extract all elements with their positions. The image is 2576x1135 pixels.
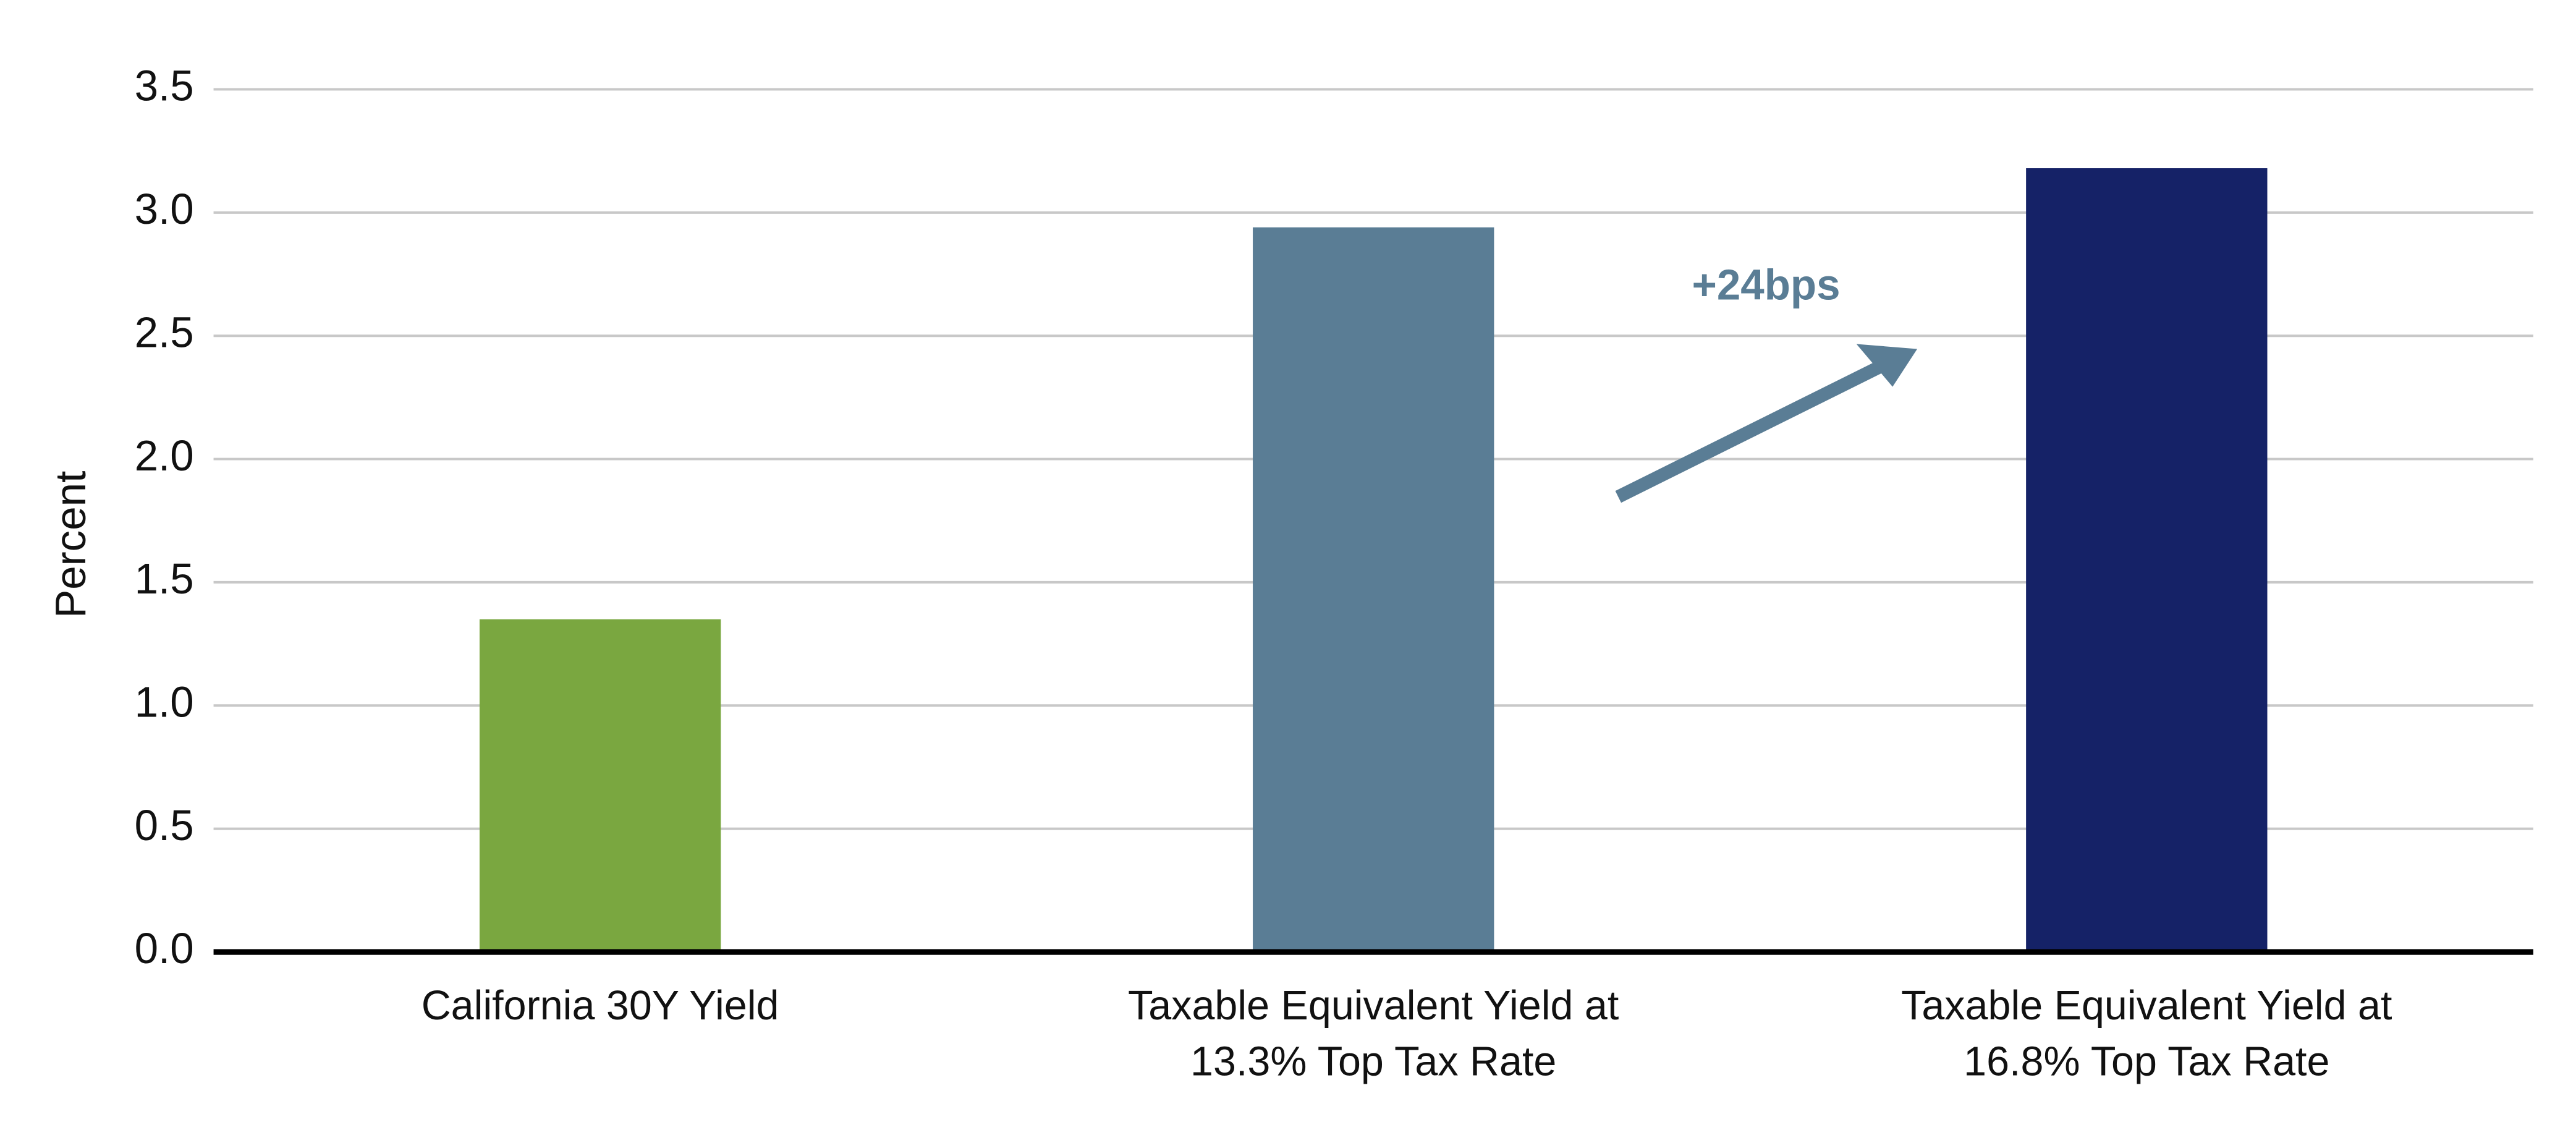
x-tick-label-box: California 30Y Yield	[421, 983, 779, 1029]
arrow-head	[1856, 344, 1918, 387]
bar	[1253, 227, 1494, 953]
y-tick-label: 0.0	[135, 924, 194, 972]
y-tick-label: 2.0	[135, 431, 194, 480]
annotation-arrow	[1615, 344, 1918, 503]
x-tick-label-box: Taxable Equivalent Yield at 13.3% Top Ta…	[1128, 983, 1619, 1086]
bar	[2026, 168, 2268, 953]
arrow-shaft	[1615, 356, 1892, 503]
annotation: +24bps	[1692, 260, 1840, 308]
y-tick-label: 2.5	[135, 308, 194, 356]
x-tick-label: Taxable Equivalent Yield at 16.8% Top Ta…	[1901, 983, 2392, 1086]
bar	[479, 619, 721, 953]
x-tick-label-box: Taxable Equivalent Yield at 16.8% Top Ta…	[1901, 983, 2392, 1086]
x-tick-label: California 30Y Yield	[421, 983, 779, 1029]
y-tick-label: 3.0	[135, 185, 194, 233]
y-tick-label: 1.0	[135, 678, 194, 726]
y-tick-label: 3.5	[135, 62, 194, 110]
y-tick-label: 0.5	[135, 801, 194, 849]
x-tick-label: Taxable Equivalent Yield at 13.3% Top Ta…	[1128, 983, 1619, 1086]
y-axis-label: Percent	[46, 471, 95, 618]
y-tick-label: 1.5	[135, 555, 194, 603]
